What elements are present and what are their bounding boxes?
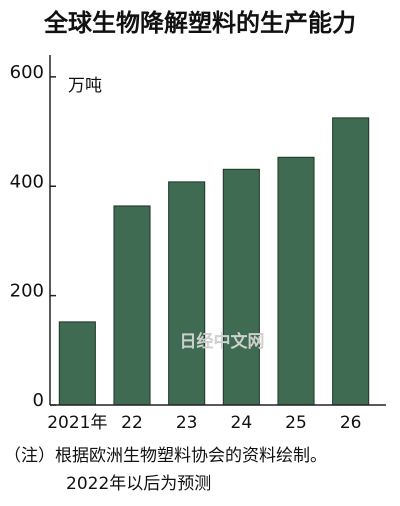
x-tick-label: 23 (176, 413, 198, 433)
x-tick-label: 25 (285, 413, 307, 433)
y-tick-label: 400 (10, 171, 44, 192)
bar (222, 168, 260, 406)
x-tick-label: 2021年 (47, 413, 107, 433)
bar (168, 181, 206, 406)
note: 2022年以后为预测 (66, 474, 211, 494)
bar (113, 205, 151, 406)
y-tick-label: 600 (10, 62, 44, 83)
unit-label: 万吨 (68, 76, 102, 96)
x-tick-label: 24 (231, 413, 253, 433)
chart-title: 全球生物降解塑料的生产能力 (43, 9, 356, 37)
y-tick-label: 0 (33, 390, 44, 411)
bar (58, 321, 96, 406)
bar (277, 156, 315, 406)
note: （注）根据欧洲生物塑料协会的资料绘制。 (4, 446, 327, 466)
x-tick-label: 26 (340, 413, 362, 433)
bar (332, 117, 370, 406)
y-tick-label: 200 (10, 281, 44, 302)
x-tick-label: 22 (121, 413, 143, 433)
watermark: 日经中文网 (180, 331, 265, 352)
